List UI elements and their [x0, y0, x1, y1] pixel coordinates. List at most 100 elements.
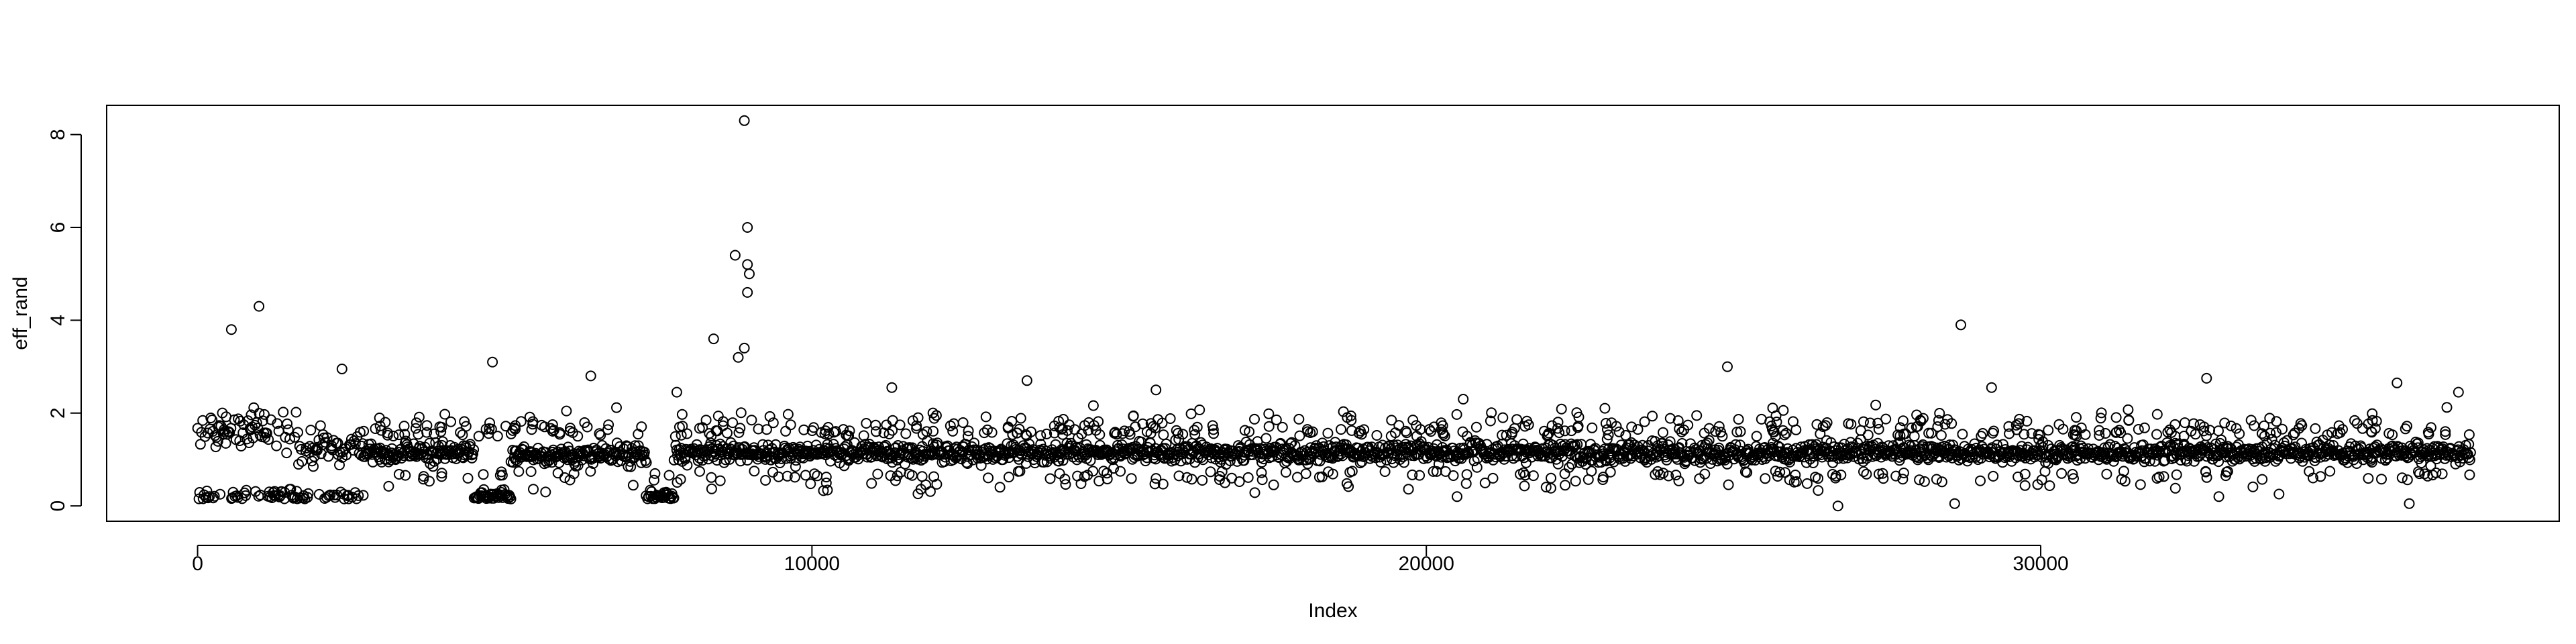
data-point — [468, 444, 480, 455]
data-point — [1242, 472, 1254, 483]
data-point — [714, 475, 726, 486]
data-point — [911, 420, 922, 431]
data-point — [1263, 421, 1275, 432]
data-point — [235, 415, 246, 427]
data-point — [1932, 421, 1943, 432]
data-point — [1137, 418, 1148, 429]
data-point — [1873, 468, 1884, 480]
data-point — [1915, 415, 1926, 426]
data-point — [1403, 484, 1414, 495]
data-point — [1540, 482, 1552, 493]
data-point — [2349, 415, 2360, 426]
data-point — [1208, 424, 1219, 435]
data-point — [904, 468, 915, 480]
data-point — [2234, 428, 2245, 439]
data-point — [1650, 469, 1661, 480]
data-point — [436, 439, 447, 451]
data-point — [1543, 427, 1554, 439]
data-point — [733, 352, 744, 363]
data-point — [1600, 418, 1611, 429]
data-point — [410, 423, 421, 434]
data-point — [764, 411, 775, 422]
data-point — [969, 437, 980, 449]
data-point — [1555, 438, 1566, 449]
data-point — [1766, 421, 1777, 431]
data-point — [1150, 473, 1162, 484]
data-point — [1117, 428, 1128, 439]
data-point — [1381, 454, 1392, 466]
data-point — [2115, 427, 2127, 439]
data-point — [1059, 474, 1071, 485]
data-point — [725, 437, 737, 448]
data-point — [820, 425, 831, 437]
data-point — [1327, 453, 1338, 464]
data-point — [248, 402, 260, 413]
data-point — [308, 461, 319, 472]
data-point — [462, 472, 474, 484]
data-point — [1976, 431, 1987, 442]
data-point — [1751, 431, 1762, 442]
data-point — [1670, 470, 1682, 481]
data-point — [246, 409, 257, 421]
data-point — [611, 402, 622, 413]
data-point — [1639, 416, 1650, 427]
data-point — [1988, 425, 1999, 437]
data-point — [785, 419, 796, 431]
data-point — [1710, 426, 1721, 437]
data-point — [1336, 424, 1346, 435]
data-point — [418, 474, 429, 485]
data-point — [1173, 427, 1183, 439]
data-point — [2383, 428, 2395, 439]
data-point — [1560, 480, 1571, 491]
data-point — [2169, 431, 2181, 442]
data-point — [742, 286, 753, 298]
data-point — [1735, 426, 1746, 437]
data-point — [1741, 467, 1753, 478]
data-point — [1426, 426, 1436, 437]
data-point — [1409, 450, 1420, 462]
data-point — [312, 441, 323, 453]
data-point — [1157, 478, 1169, 490]
data-point — [2186, 425, 2197, 437]
data-point — [1914, 474, 1925, 486]
data-point — [459, 416, 470, 427]
data-point — [1813, 485, 1824, 496]
data-point — [706, 483, 717, 494]
data-point — [585, 466, 596, 477]
y-axis: 0 2 4 6 8 — [47, 129, 82, 512]
data-point — [2076, 440, 2087, 451]
data-point — [1519, 480, 1530, 492]
data-point — [1521, 457, 1532, 468]
data-point — [2247, 481, 2259, 492]
data-point — [2226, 455, 2238, 467]
data-point — [1281, 455, 1293, 467]
data-point — [595, 429, 606, 441]
data-point — [1864, 417, 1876, 429]
data-point — [886, 382, 898, 393]
data-point — [336, 364, 347, 374]
data-point — [1760, 473, 1771, 484]
data-point — [436, 471, 447, 482]
data-point — [2100, 428, 2111, 439]
data-point — [465, 439, 476, 450]
data-point — [742, 259, 753, 270]
data-point — [1044, 473, 1056, 484]
data-point — [2453, 386, 2464, 398]
data-point — [733, 427, 745, 438]
data-point — [1702, 437, 1713, 449]
data-point — [1124, 429, 1136, 440]
data-point — [1779, 429, 1790, 441]
data-point — [1801, 478, 1813, 489]
data-point — [782, 409, 794, 420]
data-point — [1699, 468, 1711, 480]
data-point — [1126, 473, 1137, 484]
data-point — [1873, 423, 1884, 435]
data-point — [1539, 425, 1550, 437]
data-point — [2273, 488, 2285, 500]
data-point — [2171, 469, 2182, 480]
data-point — [1194, 405, 1205, 415]
data-point — [567, 427, 578, 438]
data-point — [421, 420, 433, 431]
data-point — [1371, 430, 1383, 441]
data-point — [871, 426, 881, 437]
